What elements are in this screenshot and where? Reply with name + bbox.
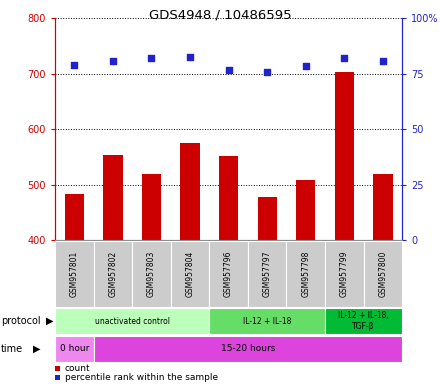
Bar [65,194,84,240]
Bar [209,308,325,334]
Text: IL-12 + IL-18: IL-12 + IL-18 [243,316,291,326]
Text: time: time [1,344,23,354]
Point [379,58,386,65]
Text: ▶: ▶ [33,344,40,354]
Point [109,58,116,65]
Bar [103,155,122,240]
Bar [142,174,161,240]
Point [264,70,271,76]
Point [341,55,348,61]
Bar [55,375,60,380]
Bar [55,308,209,334]
Bar [180,144,200,240]
Bar [257,197,277,240]
Text: GSM957802: GSM957802 [108,251,117,297]
Text: protocol: protocol [1,316,40,326]
Text: 0 hour: 0 hour [59,344,89,353]
Text: percentile rank within the sample: percentile rank within the sample [65,373,218,382]
Text: IL-12 + IL-18,
TGF-β: IL-12 + IL-18, TGF-β [338,311,389,331]
Text: 15-20 hours: 15-20 hours [221,344,275,353]
Bar [363,241,402,307]
Text: GSM957801: GSM957801 [70,251,79,297]
Bar [373,174,392,240]
Bar [55,241,94,307]
Bar [94,241,132,307]
Text: ▶: ▶ [46,316,54,326]
Point [148,55,155,61]
Bar [55,336,94,362]
Text: GSM957796: GSM957796 [224,251,233,298]
Point [187,54,194,60]
Text: GSM957800: GSM957800 [378,251,387,297]
Point [71,61,78,68]
Text: GSM957799: GSM957799 [340,251,349,298]
Point [225,67,232,73]
Text: GSM957804: GSM957804 [186,251,194,297]
Bar [209,241,248,307]
Text: GSM957797: GSM957797 [263,251,271,298]
Bar [296,179,315,240]
Bar [325,241,363,307]
Bar [335,72,354,240]
Text: GDS4948 / 10486595: GDS4948 / 10486595 [149,8,291,22]
Bar [55,366,60,371]
Text: count: count [65,364,90,373]
Bar [219,156,238,240]
Text: unactivated control: unactivated control [95,316,170,326]
Text: GSM957803: GSM957803 [147,251,156,297]
Point [302,63,309,69]
Text: GSM957798: GSM957798 [301,251,310,297]
Bar [171,241,209,307]
Bar [94,336,402,362]
Bar [132,241,171,307]
Bar [286,241,325,307]
Bar [248,241,286,307]
Bar [325,308,402,334]
